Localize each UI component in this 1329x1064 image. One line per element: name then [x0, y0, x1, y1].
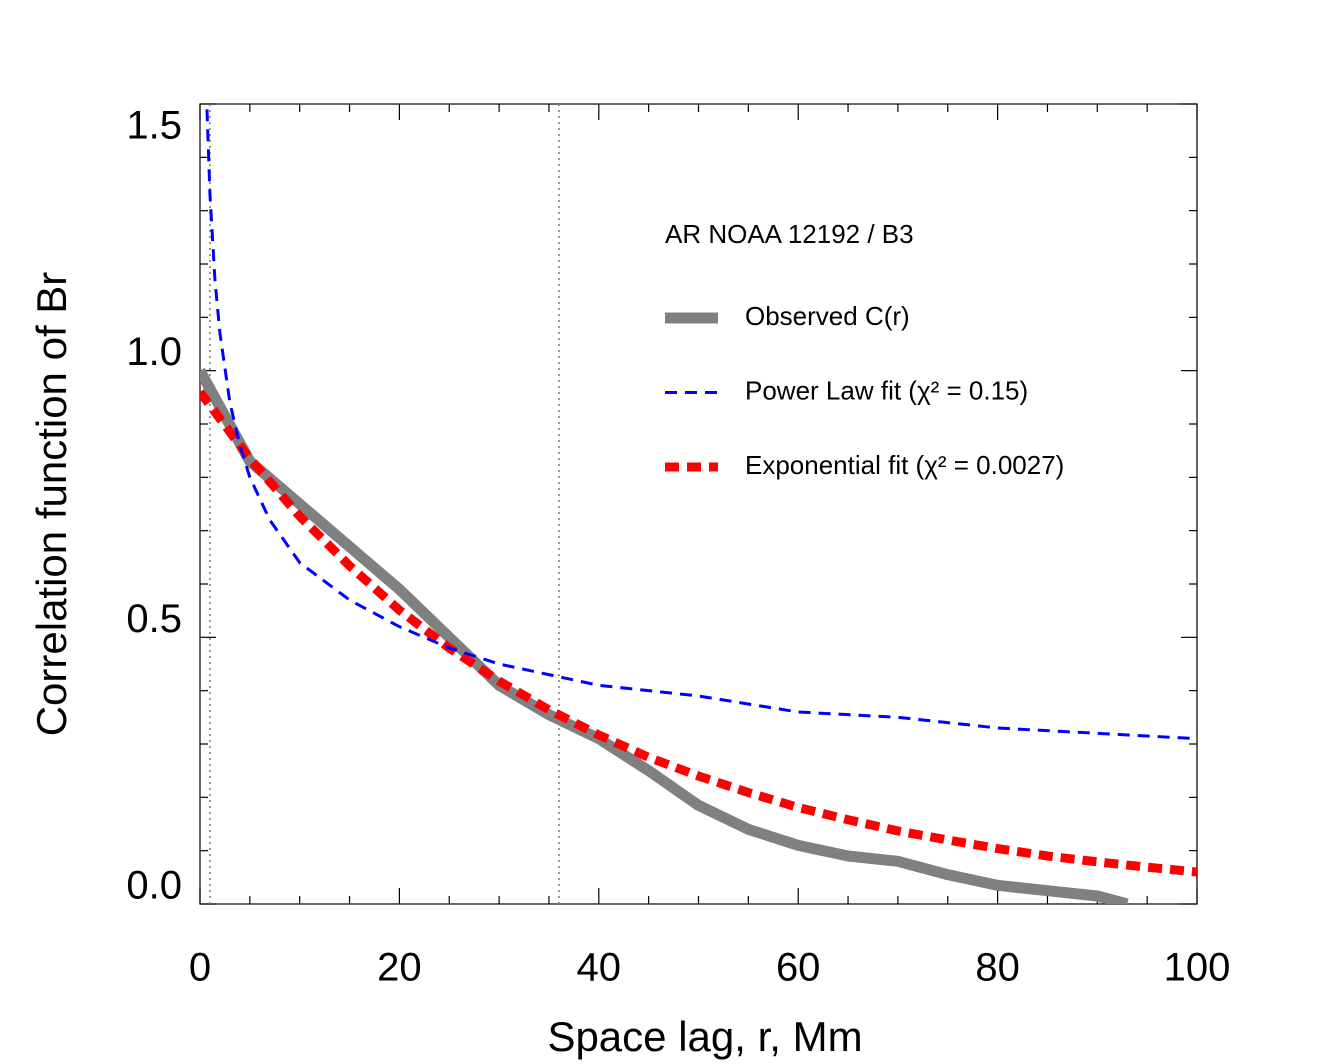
legend-label: Observed C(r)	[745, 301, 910, 331]
y-axis-title: Correlation function of Br	[28, 272, 75, 737]
x-tick-label: 0	[189, 946, 211, 990]
x-tick-label: 60	[776, 946, 821, 990]
series-line	[205, 109, 1197, 741]
y-tick-label: 1.5	[126, 104, 182, 148]
y-tick-label: 0.0	[126, 864, 182, 908]
x-tick-label: 100	[1164, 946, 1231, 990]
x-tick-label: 20	[377, 946, 422, 990]
plot-area	[200, 109, 1197, 904]
legend-label: Exponential fit (χ² = 0.0027)	[745, 450, 1064, 480]
series-line	[200, 389, 1197, 877]
x-tick-label: 40	[577, 946, 622, 990]
x-axis-title: Space lag, r, Mm	[547, 1013, 862, 1060]
x-tick-label: 80	[975, 946, 1020, 990]
series-line	[200, 368, 1129, 904]
legend-title: AR NOAA 12192 / B3	[665, 219, 914, 249]
legend-label: Power Law fit (χ² = 0.15)	[745, 375, 1028, 405]
y-tick-label: 1.0	[126, 330, 182, 374]
y-tick-label: 0.5	[126, 597, 182, 641]
